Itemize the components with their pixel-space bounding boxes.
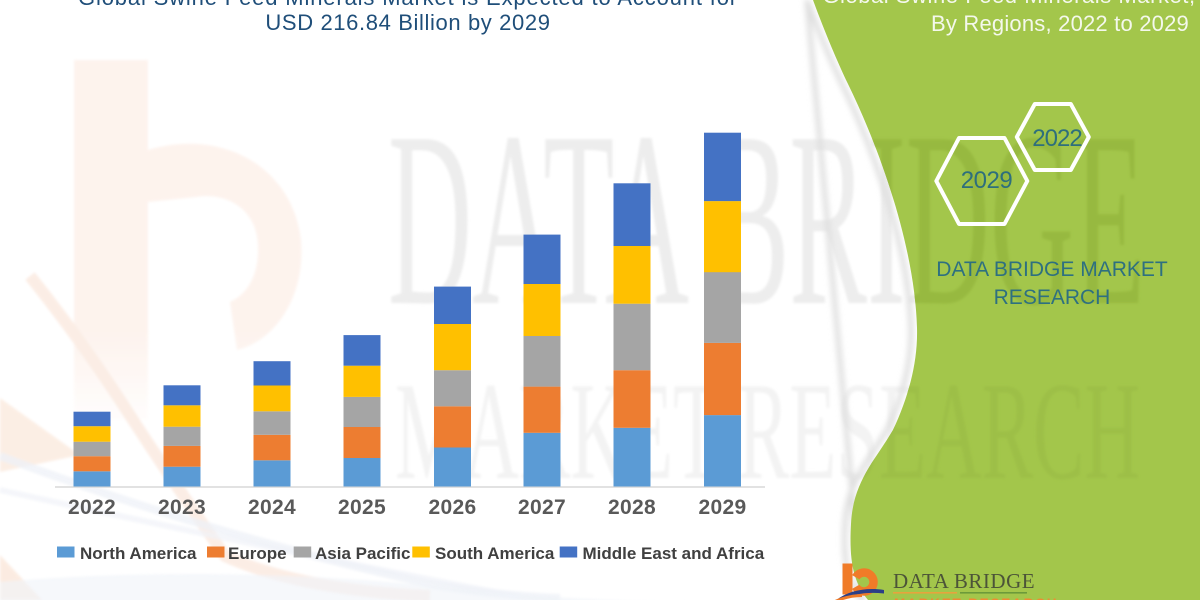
svg-text:MARKET RESEARCH: MARKET RESEARCH — [894, 596, 1058, 600]
svg-text:DATA BRIDGE: DATA BRIDGE — [893, 569, 1035, 593]
